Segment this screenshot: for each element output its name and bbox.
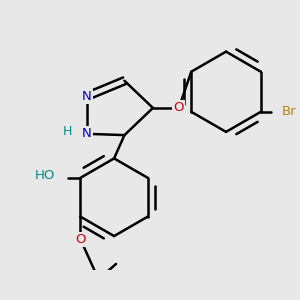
Text: O: O xyxy=(173,101,184,114)
Text: Br: Br xyxy=(281,105,296,118)
Text: HO: HO xyxy=(35,169,55,182)
Text: N: N xyxy=(82,90,92,103)
Text: O: O xyxy=(75,233,86,246)
Text: N: N xyxy=(82,127,92,140)
Text: H: H xyxy=(63,125,72,138)
